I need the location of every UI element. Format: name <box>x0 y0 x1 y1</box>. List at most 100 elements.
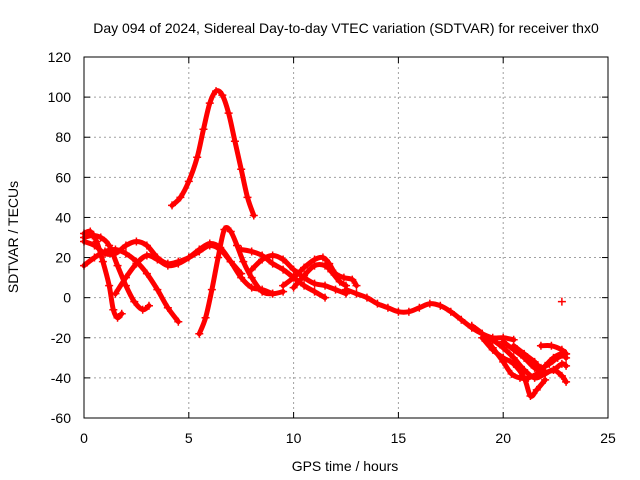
series-line-sat-e <box>112 240 276 297</box>
data-point-sat-e <box>111 289 120 298</box>
y-tick-label: 100 <box>48 89 72 105</box>
data-point-sat-f <box>207 285 216 294</box>
data-point-sat-k <box>342 285 350 294</box>
series-line-sat-c <box>81 246 181 325</box>
data-point-sat-e <box>153 255 162 264</box>
data-point-sat-f <box>233 241 242 250</box>
data-point-sat-peak <box>243 193 252 202</box>
data-point-sat-q <box>547 341 556 350</box>
x-tick-label: 5 <box>185 430 193 446</box>
data-point-sat-a <box>105 281 114 290</box>
data-point-sat-k <box>404 307 413 316</box>
data-point-sat-h <box>321 281 330 290</box>
data-point-sat-j <box>289 283 298 292</box>
data-point-sat-peak <box>224 109 233 118</box>
data-point-sat-b <box>138 305 147 314</box>
y-tick-label: 80 <box>55 129 71 145</box>
data-point-sat-p <box>536 363 545 372</box>
y-tick-label: 40 <box>55 209 71 225</box>
data-point-sat-e <box>184 253 193 262</box>
data-point-sat-e <box>226 257 235 266</box>
x-tick-label: 25 <box>600 430 616 446</box>
data-point-sat-i <box>339 273 348 282</box>
data-point-sat-h <box>268 251 277 260</box>
data-point-sat-q <box>557 345 566 354</box>
x-axis-label: GPS time / hours <box>292 458 399 474</box>
data-point-sat-q <box>536 341 545 350</box>
y-tick-label: -40 <box>51 370 71 386</box>
y-axis-label: SDTVAR / TECUs <box>5 181 21 293</box>
data-point-sat-f <box>195 329 204 338</box>
data-point-sat-c <box>142 269 151 278</box>
series-line-sat-q <box>538 342 569 357</box>
data-point-sat-k <box>446 307 455 316</box>
series-layer <box>80 87 571 400</box>
data-point-sat-e <box>142 251 151 260</box>
data-point-sat-n <box>557 371 566 380</box>
data-point-sat-k <box>457 315 466 324</box>
y-tick-label: 120 <box>48 49 72 65</box>
data-point-sat-o <box>499 337 508 346</box>
data-point-sat-peak <box>176 193 185 202</box>
y-tick-label: -60 <box>51 410 71 426</box>
data-point-sat-m <box>499 353 508 362</box>
chart-title: Day 094 of 2024, Sidereal Day-to-day VTE… <box>93 20 599 36</box>
data-point-sat-f <box>268 289 277 298</box>
data-point-sat-peak <box>193 153 202 162</box>
data-point-sat-k <box>352 289 361 298</box>
data-point-sat-i <box>300 263 309 272</box>
data-point-sat-h <box>247 265 256 274</box>
data-point-sat-k <box>425 299 434 308</box>
data-point-sat-n <box>488 335 497 344</box>
x-tick-label: 20 <box>495 430 511 446</box>
data-point-sat-m <box>478 333 487 342</box>
data-point-sat-e <box>247 283 256 292</box>
data-point-sat-f <box>226 227 235 236</box>
data-point-sat-f <box>201 313 210 322</box>
data-point-sat-o <box>549 365 558 374</box>
data-point-sat-peak <box>184 177 193 186</box>
data-point-sat-k <box>383 303 392 312</box>
data-point-sat-e <box>174 259 183 268</box>
data-point-sat-f <box>220 225 229 234</box>
data-point-sat-n <box>562 377 571 386</box>
data-point-sat-e <box>121 273 130 282</box>
data-point-sat-d <box>121 241 130 250</box>
data-point-sat-d <box>142 241 151 250</box>
y-tick-label: 0 <box>63 290 71 306</box>
data-point-sat-peak <box>168 201 177 210</box>
data-point-sat-p <box>520 349 529 358</box>
data-point-sat-peak <box>205 99 214 108</box>
data-point-sat-g <box>268 259 277 268</box>
data-point-sat-d <box>90 241 99 250</box>
data-point-sat-i <box>279 281 288 290</box>
data-point-sat-o <box>562 361 571 370</box>
data-point-sat-c <box>121 249 130 258</box>
data-point-sat-n <box>530 373 539 382</box>
data-point-sat-d <box>132 237 141 246</box>
data-point-sat-i <box>318 253 327 262</box>
data-point-sat-a <box>98 257 107 266</box>
y-tick-label: 20 <box>55 250 71 266</box>
data-point-sat-c <box>174 317 183 326</box>
data-point-sat-l <box>507 369 516 378</box>
x-tick-label: 10 <box>286 430 302 446</box>
data-point-sat-h <box>279 255 288 264</box>
data-point-sat-k <box>373 299 382 308</box>
data-point-sat-e <box>195 245 204 254</box>
data-point-sat-d <box>100 249 109 258</box>
data-point-sat-j <box>335 277 344 286</box>
data-point-sat-j <box>310 261 319 270</box>
data-point-sat-c <box>90 253 99 262</box>
data-point-sat-k <box>436 301 445 310</box>
ticks-layer: 0 5 10 15 20 25 -60 -40 -20 0 20 40 60 80 100 120 <box>48 49 616 446</box>
data-point-sat-p <box>509 341 518 350</box>
data-point-sat-q <box>562 349 571 358</box>
data-point-sat-o <box>557 359 566 368</box>
data-point-sat-peak <box>218 91 227 100</box>
data-point-sat-f <box>247 273 256 282</box>
data-point-sat-h <box>258 255 267 264</box>
plot-frame <box>83 56 609 419</box>
data-point-sat-f <box>214 253 223 262</box>
data-point-sat-i <box>348 275 357 284</box>
